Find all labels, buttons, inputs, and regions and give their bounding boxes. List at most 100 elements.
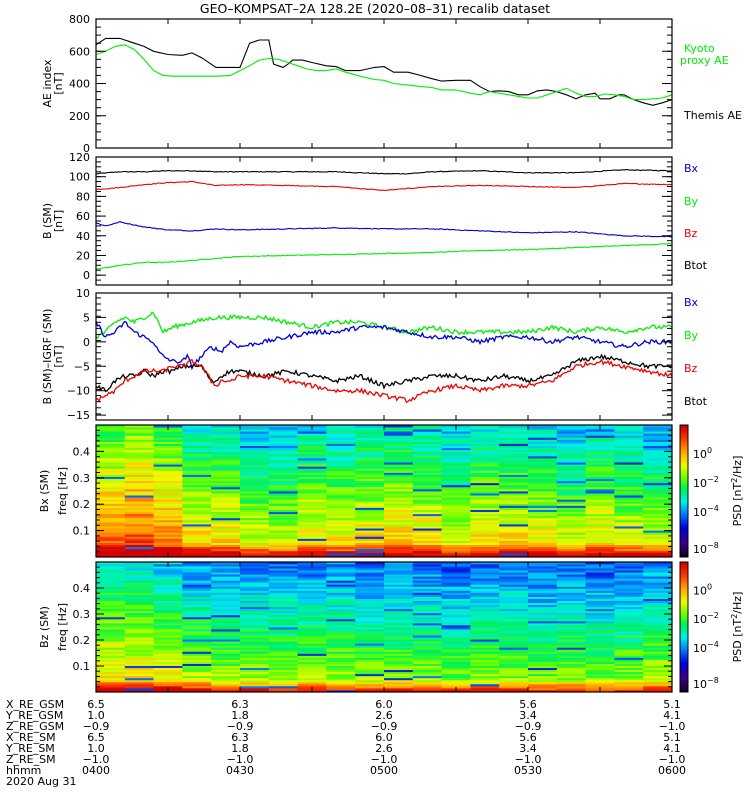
spectrogram-cell [153,460,183,463]
spectrogram-cell [556,552,586,556]
spectrogram-cell [499,482,529,486]
spectrogram-cell [326,491,356,494]
spectrogram-cell [499,637,529,640]
spectrogram-cell [643,564,673,567]
spectrogram-cell [470,586,500,589]
spectrogram-cell [153,476,183,480]
spectrogram-cell [268,437,298,440]
spectrogram-cell [499,663,529,666]
spectrogram-cell [182,610,212,614]
spectrogram-cell [153,669,183,673]
spectrogram-cell [412,665,442,669]
spectrogram-cell [412,639,442,642]
spectrogram-cell [268,683,298,687]
spectrogram-cell [326,637,356,640]
spectrogram-cell [96,637,126,640]
spectrogram-cell [124,687,154,691]
ephemeris-value: −0.9 [227,720,254,733]
spectrogram-cell [585,493,615,496]
spectrogram-cell [96,528,126,531]
spectrogram-cell [528,671,558,675]
figure-title: GEO–KOMPSAT–2A 128.2E (2020–08–31) recal… [200,1,550,16]
spectrogram-cell [297,521,327,525]
y-tick-label: 0 [83,336,90,349]
spectrogram-cell [384,530,414,533]
spectrogram-cell [268,540,298,543]
spectrogram-cell [441,570,471,573]
spectrogram-cell [268,427,298,430]
spectrogram-cell [441,476,471,480]
spectrogram-cell [153,622,183,626]
spectrogram-cell [153,637,183,640]
spectrogram-cell [182,594,212,597]
spectrogram-cell [470,521,500,525]
spectrogram-cell [355,476,385,480]
spectrogram-cell [499,665,529,669]
colorbar-segment [680,672,688,676]
spectrogram-cell [268,534,298,537]
spectrogram-cell [643,687,673,691]
colorbar-segment [680,491,688,494]
spectrogram-cell [355,443,385,447]
spectrogram-cell [384,449,414,453]
spectrogram-cell [211,445,241,449]
spectrogram-cell [240,472,270,475]
spectrogram-cell [614,488,644,492]
spectrogram-cell [643,548,673,552]
spectrogram-cell [124,629,154,632]
spectrogram-cell [643,528,673,531]
y-tick-label: 600 [69,45,90,58]
colorbar-segment [680,609,688,613]
spectrogram-cell [153,681,183,685]
spectrogram-cell [556,554,586,558]
spectrogram-cell [182,468,212,471]
spectrogram-cell [556,482,586,486]
spectrogram-cell [268,669,298,673]
ephemeris-row-label: Y_RE_GSM [5,709,63,722]
spectrogram-cell [585,460,615,463]
legend-by: By [684,329,699,342]
spectrogram-cell [499,521,529,525]
spectrogram-cell [124,464,154,467]
spectrogram-cell [384,460,414,463]
spectrogram-cell [96,513,126,517]
spectrogram-cell [441,530,471,533]
spectrogram-cell [412,598,442,601]
spectrogram-cell [211,546,241,550]
spectrogram-cell [614,687,644,691]
spectrogram-cell [326,451,356,455]
spectrogram-cell [556,526,586,529]
spectrogram-cell [441,437,471,440]
spectrogram-cell [355,582,385,585]
spectrogram-cell [182,633,212,636]
spectrogram-cell [268,491,298,494]
spectrogram-cell [211,449,241,453]
spectrogram-cell [441,653,471,656]
spectrogram-cell [556,509,586,513]
spectrogram-cell [211,443,241,447]
y-axis-unit: [nT] [52,72,65,94]
spectrogram-cell [441,596,471,599]
spectrogram-cell [326,447,356,451]
spectrogram-cell [441,524,471,527]
spectrogram-cell [528,627,558,630]
spectrogram-cell [268,484,298,488]
spectrogram-cell [441,629,471,632]
spectrogram-cell [441,521,471,525]
spectrogram-cell [412,683,442,687]
spectrogram-cell [355,511,385,515]
spectrogram-cell [211,624,241,628]
spectrogram-cell [528,641,558,644]
spectrogram-cell [182,488,212,492]
spectrogram-cell [441,540,471,543]
spectrogram-cell [470,594,500,597]
spectrogram-cell [614,528,644,531]
spectrogram-cell [240,451,270,455]
spectrogram-cell [643,594,673,597]
spectrogram-cell [614,495,644,498]
spectrogram-cell [412,486,442,490]
spectrogram-cell [268,466,298,469]
plot-frame [95,424,673,558]
spectrogram-cell [96,449,126,453]
spectrogram-cell [326,665,356,669]
